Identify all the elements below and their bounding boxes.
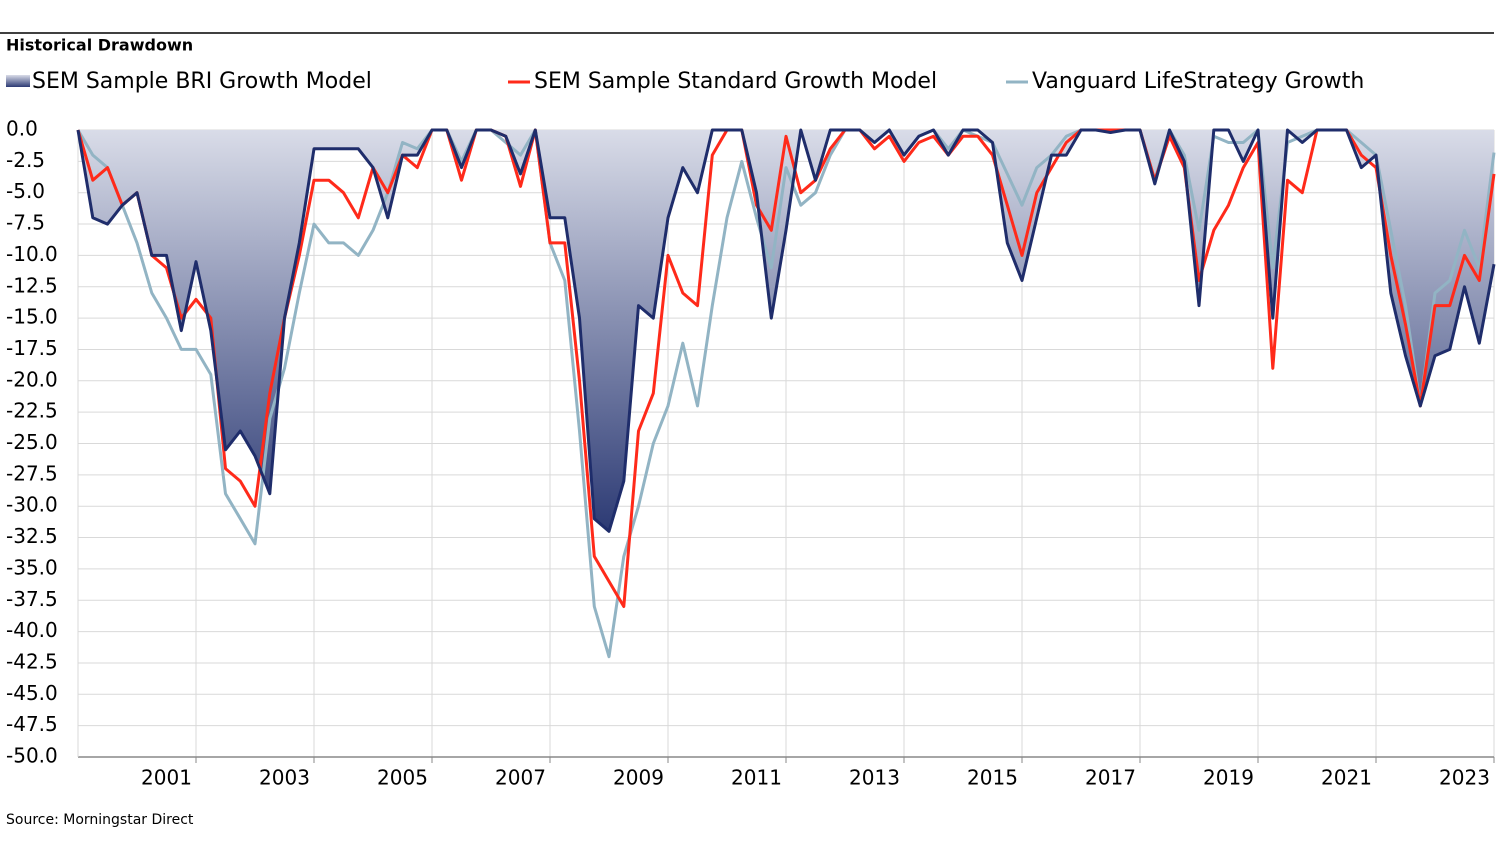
- y-tick-label: -25.0: [6, 430, 58, 454]
- y-tick-label: -17.5: [6, 336, 58, 360]
- x-tick-label: 2011: [731, 766, 782, 790]
- y-tick-label: -35.0: [6, 555, 58, 579]
- y-tick-label: -45.0: [6, 681, 58, 705]
- legend-label: SEM Sample Standard Growth Model: [534, 69, 937, 94]
- y-tick-label: -27.5: [6, 461, 58, 485]
- x-tick-label: 2019: [1203, 766, 1254, 790]
- chart-title: Historical Drawdown: [6, 36, 193, 55]
- y-tick-label: 0.0: [6, 117, 38, 141]
- y-tick-label: -20.0: [6, 367, 58, 391]
- x-tick-label: 2005: [377, 766, 428, 790]
- y-tick-label: -37.5: [6, 587, 58, 611]
- legend-swatch: [6, 75, 30, 87]
- x-tick-label: 2021: [1321, 766, 1372, 790]
- x-tick-label: 2015: [967, 766, 1018, 790]
- y-tick-label: -10.0: [6, 242, 58, 266]
- y-tick-label: -40.0: [6, 618, 58, 642]
- y-tick-label: -47.5: [6, 712, 58, 736]
- y-tick-label: -30.0: [6, 493, 58, 517]
- y-tick-label: -15.0: [6, 305, 58, 329]
- x-tick-label: 2023: [1439, 766, 1490, 790]
- y-tick-label: -2.5: [6, 148, 45, 172]
- x-tick-label: 2007: [495, 766, 546, 790]
- y-tick-label: -22.5: [6, 399, 58, 423]
- line: [76, 128, 1496, 533]
- area: [78, 130, 1494, 532]
- y-tick-label: -32.5: [6, 524, 58, 548]
- x-tick-label: 2013: [849, 766, 900, 790]
- y-tick-label: -5.0: [6, 179, 45, 203]
- legend-label: SEM Sample BRI Growth Model: [32, 69, 372, 94]
- x-tick-label: 2001: [141, 766, 192, 790]
- y-tick-label: -7.5: [6, 211, 45, 235]
- y-tick-label: -42.5: [6, 649, 58, 673]
- x-tick-label: 2003: [259, 766, 310, 790]
- y-tick-label: -50.0: [6, 744, 58, 768]
- x-tick-label: 2017: [1085, 766, 1136, 790]
- source: Source: Morningstar Direct: [6, 812, 194, 828]
- y-tick-label: -12.5: [6, 273, 58, 297]
- legend-label: Vanguard LifeStrategy Growth: [1032, 69, 1364, 94]
- x-tick-label: 2009: [613, 766, 664, 790]
